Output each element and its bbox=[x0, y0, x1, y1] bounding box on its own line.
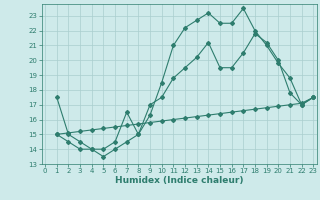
X-axis label: Humidex (Indice chaleur): Humidex (Indice chaleur) bbox=[115, 176, 244, 185]
